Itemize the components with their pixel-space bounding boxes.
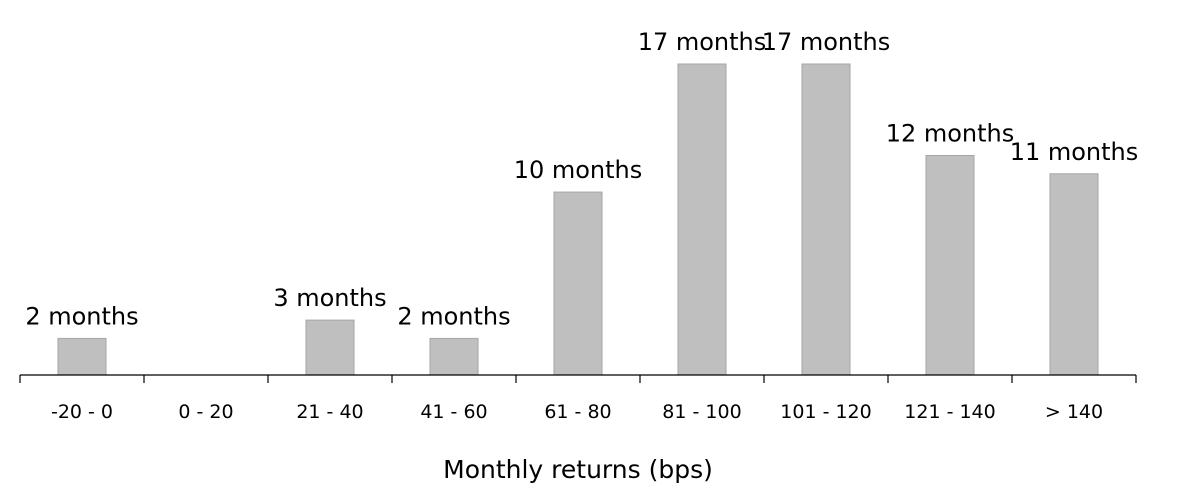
bar [305,319,355,376]
x-tick-label: 0 - 20 [178,401,233,423]
bar [553,191,603,376]
bars-group [57,63,1099,376]
x-tick-label: 21 - 40 [296,401,363,423]
data-label: 17 months [638,28,767,56]
x-tick-label: > 140 [1045,401,1103,423]
data-label: 2 months [25,302,138,330]
x-axis-title: Monthly returns (bps) [443,455,713,484]
data-label: 12 months [886,119,1015,147]
data-labels-group: 2 months 3 months 2 months 10 months 17 mont… [25,28,1138,330]
x-tick-label: 101 - 120 [780,401,871,423]
data-label: 3 months [273,284,386,312]
x-tick-label: 41 - 60 [420,401,487,423]
x-tick-label: -20 - 0 [51,401,113,423]
x-tick-label: 121 - 140 [904,401,995,423]
data-label: 17 months [762,28,891,56]
bar [925,154,975,376]
bar [57,337,107,376]
x-ticks-group [19,375,1137,383]
x-tick-label: 81 - 100 [662,401,741,423]
bar [1049,173,1099,376]
data-label: 2 months [397,302,510,330]
bar [677,63,727,376]
data-label: 11 months [1010,138,1139,166]
bar [801,63,851,376]
bar [429,337,479,376]
x-tick-labels-group: -20 - 0 0 - 20 21 - 40 41 - 60 61 - 80 81 - 1… [51,401,1103,423]
data-label: 10 months [514,156,643,184]
x-tick-label: 61 - 80 [544,401,611,423]
